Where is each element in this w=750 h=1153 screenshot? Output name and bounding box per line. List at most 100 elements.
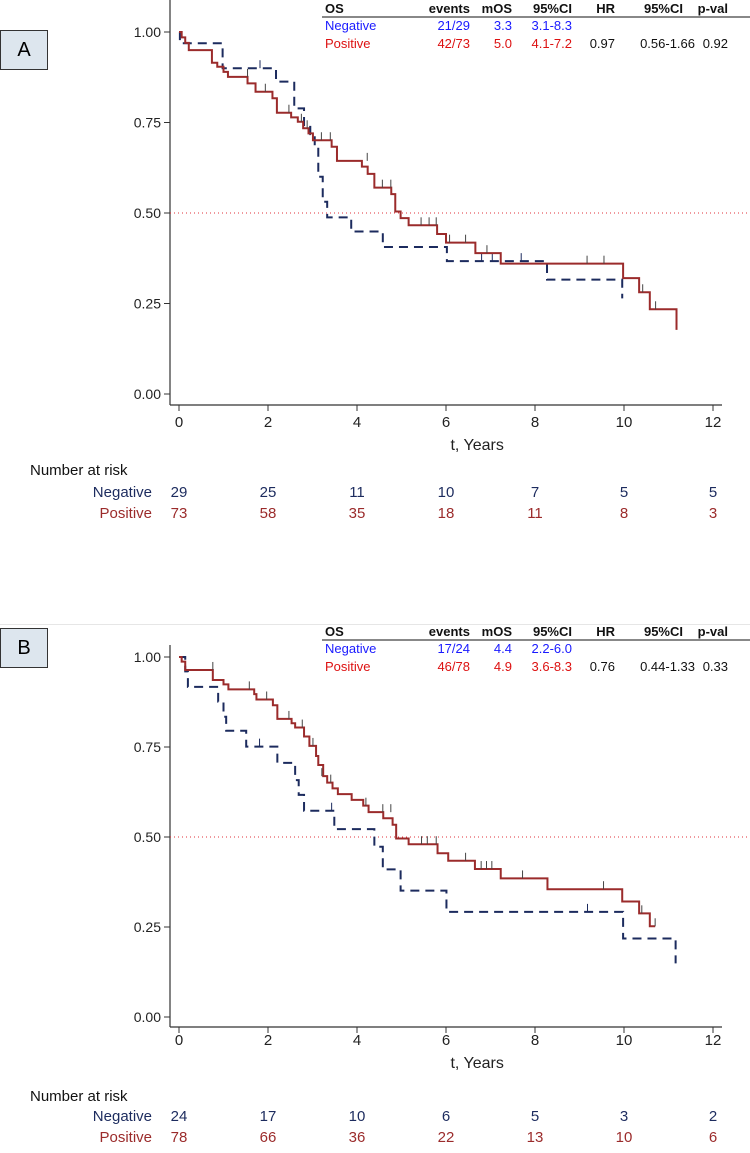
table-cell-ci: 2.2-6.0 <box>532 641 572 656</box>
risk-count: 17 <box>260 1108 277 1125</box>
survival-curve-positive <box>179 656 656 928</box>
y-tick-label: 0.50 <box>134 829 161 845</box>
table-cell-ci: 3.6-8.3 <box>532 659 572 674</box>
table-cell-ci: 3.1-8.3 <box>532 18 572 33</box>
risk-count: 13 <box>527 1129 544 1146</box>
risk-count: 10 <box>616 1129 633 1146</box>
table-header: mOS <box>482 1 513 16</box>
table-cell-hr: 0.76 <box>590 659 615 674</box>
x-tick-label: 8 <box>531 1032 539 1049</box>
y-tick-label: 0.75 <box>134 115 161 131</box>
table-cell-group: Negative <box>325 18 376 33</box>
risk-count: 10 <box>438 484 455 501</box>
y-tick-label: 1.00 <box>134 24 161 40</box>
x-tick-label: 12 <box>705 414 722 431</box>
table-header: HR <box>596 624 615 639</box>
panel-label-a: A <box>0 30 48 70</box>
table-cell-group: Negative <box>325 641 376 656</box>
x-tick-label: 2 <box>264 1032 272 1049</box>
risk-count: 36 <box>349 1129 366 1146</box>
table-cell-ci: 4.1-7.2 <box>532 36 572 51</box>
risk-row-label: Negative <box>93 1108 152 1125</box>
risk-count: 29 <box>171 484 188 501</box>
table-header: p-val <box>698 1 728 16</box>
x-tick-label: 12 <box>705 1032 722 1049</box>
panel-divider <box>0 624 750 625</box>
y-tick-label: 0.00 <box>134 1009 161 1025</box>
risk-count: 5 <box>531 1108 539 1125</box>
table-header: events <box>429 1 470 16</box>
x-tick-label: 6 <box>442 1032 450 1049</box>
table-cell-mOS: 5.0 <box>494 36 512 51</box>
table-cell-p: 0.92 <box>703 36 728 51</box>
table-header: 95%CI <box>644 624 683 639</box>
risk-row-label: Negative <box>93 484 152 501</box>
table-cell-p: 0.33 <box>703 659 728 674</box>
table-header: 95%CI <box>533 1 572 16</box>
risk-count: 18 <box>438 505 455 522</box>
x-tick-label: 0 <box>175 414 183 431</box>
risk-count: 5 <box>709 484 717 501</box>
risk-count: 6 <box>709 1129 717 1146</box>
x-tick-label: 4 <box>353 414 361 431</box>
risk-table-title: Number at risk <box>30 1088 128 1105</box>
risk-count: 22 <box>438 1129 455 1146</box>
table-header: events <box>429 624 470 639</box>
table-cell-hr_ci: 0.44-1.33 <box>640 659 695 674</box>
table-cell-events: 17/24 <box>437 641 470 656</box>
panel-label-b: B <box>0 628 48 668</box>
y-tick-label: 1.00 <box>134 649 161 665</box>
risk-row-label: Positive <box>99 1129 152 1146</box>
table-header: 95%CI <box>533 624 572 639</box>
x-tick-label: 8 <box>531 414 539 431</box>
risk-count: 3 <box>709 505 717 522</box>
risk-count: 8 <box>620 505 628 522</box>
risk-table-title: Number at risk <box>30 462 128 479</box>
x-axis-title: t, Years <box>450 437 503 454</box>
table-header: HR <box>596 1 615 16</box>
y-tick-label: 0.50 <box>134 205 161 221</box>
survival-curve-positive <box>179 31 678 330</box>
table-header: p-val <box>698 624 728 639</box>
risk-count: 11 <box>527 505 543 522</box>
survival-curve-negative <box>179 656 677 964</box>
table-cell-mOS: 4.4 <box>494 641 512 656</box>
table-cell-hr_ci: 0.56-1.66 <box>640 36 695 51</box>
y-tick-label: 0.25 <box>134 919 161 935</box>
x-tick-label: 2 <box>264 414 272 431</box>
risk-count: 6 <box>442 1108 450 1125</box>
table-cell-group: Positive <box>325 659 371 674</box>
x-tick-label: 0 <box>175 1032 183 1049</box>
y-tick-label: 0.75 <box>134 739 161 755</box>
table-cell-events: 46/78 <box>437 659 470 674</box>
risk-count: 35 <box>349 505 366 522</box>
x-tick-label: 4 <box>353 1032 361 1049</box>
risk-count: 2 <box>709 1108 717 1125</box>
y-tick-label: 0.00 <box>134 386 161 402</box>
table-cell-events: 42/73 <box>437 36 470 51</box>
table-header: OS <box>325 1 344 16</box>
x-tick-label: 10 <box>616 414 633 431</box>
table-cell-events: 21/29 <box>437 18 470 33</box>
risk-row-label: Positive <box>99 505 152 522</box>
risk-count: 66 <box>260 1129 277 1146</box>
risk-count: 73 <box>171 505 188 522</box>
y-tick-label: 0.25 <box>134 296 161 312</box>
risk-count: 7 <box>531 484 539 501</box>
survival-curve-negative <box>178 31 624 299</box>
risk-count: 25 <box>260 484 277 501</box>
table-cell-mOS: 3.3 <box>494 18 512 33</box>
table-cell-hr: 0.97 <box>590 36 615 51</box>
risk-count: 3 <box>620 1108 628 1125</box>
risk-count: 11 <box>349 484 365 501</box>
x-tick-label: 10 <box>616 1032 633 1049</box>
risk-count: 78 <box>171 1129 188 1146</box>
risk-count: 5 <box>620 484 628 501</box>
table-header: mOS <box>482 624 513 639</box>
risk-count: 10 <box>349 1108 366 1125</box>
x-tick-label: 6 <box>442 414 450 431</box>
km-panel-a: 0.00 0.25 0.50 0.75 1.00 0 2 4 6 8 10 12 t, Years OS e… <box>30 0 750 522</box>
table-cell-mOS: 4.9 <box>494 659 512 674</box>
